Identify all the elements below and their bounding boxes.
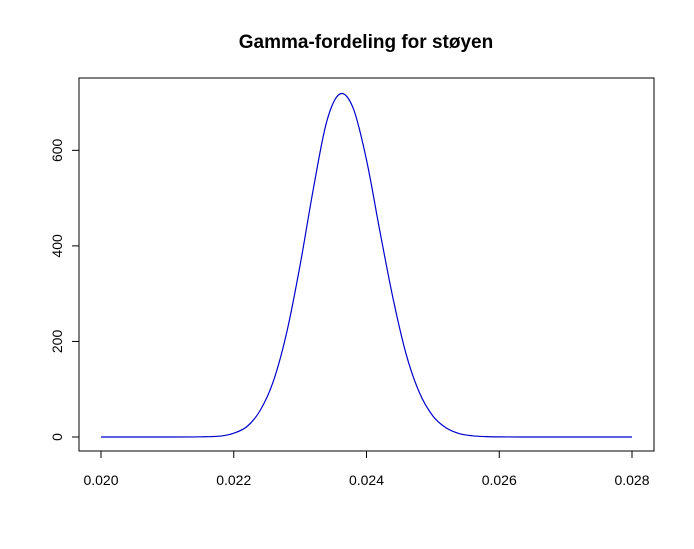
- series-layer: [100, 92, 632, 438]
- y-tick-label: 600: [49, 138, 65, 162]
- x-tick-label: 0.026: [482, 472, 517, 488]
- x-tick-label: 0.028: [614, 472, 649, 488]
- series-line: [100, 92, 632, 438]
- y-tick-label: 200: [49, 330, 65, 354]
- y-tick-label: 400: [49, 234, 65, 258]
- x-tick-label: 0.022: [216, 472, 251, 488]
- chart-title: Gamma-fordeling for støyen: [239, 32, 493, 53]
- y-tick-label: 0: [49, 433, 65, 441]
- x-tick-label: 0.020: [83, 472, 118, 488]
- x-axis: 0.020 0.022 0.024 0.026 0.028: [83, 450, 650, 488]
- y-axis: 0 200 400 600: [49, 138, 80, 441]
- plot-frame: [78, 77, 655, 452]
- x-tick-label: 0.024: [349, 472, 384, 488]
